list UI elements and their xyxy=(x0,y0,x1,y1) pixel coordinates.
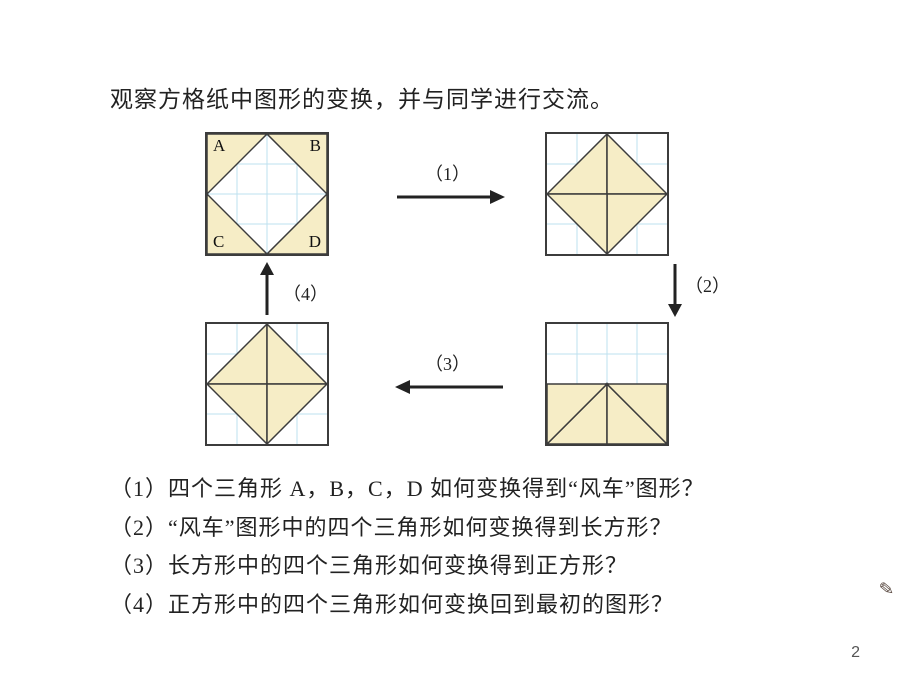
question-4: （4）正方形中的四个三角形如何变换回到最初的图形？ xyxy=(110,586,840,625)
question-1: （1）四个三角形 A，B，C，D 如何变换得到“风车”图形？ xyxy=(110,470,840,509)
question-3: （3）长方形中的四个三角形如何变换得到正方形？ xyxy=(110,547,840,586)
step-label-4: （4） xyxy=(283,280,328,306)
rectangle-shape xyxy=(547,324,667,444)
label-A: A xyxy=(213,136,225,156)
grid-bottom-left xyxy=(205,322,329,446)
label-D: D xyxy=(309,232,321,252)
label-B: B xyxy=(310,136,321,156)
step-label-2: （2） xyxy=(685,272,730,298)
grid-bottom-right xyxy=(545,322,669,446)
grid-top-left: A B C D xyxy=(205,132,329,256)
question-2: （2）“风车”图形中的四个三角形如何变换得到长方形？ xyxy=(110,509,840,548)
label-C: C xyxy=(213,232,224,252)
square-shape xyxy=(207,324,327,444)
arrow-down-2 xyxy=(665,262,685,317)
question-list: （1）四个三角形 A，B，C，D 如何变换得到“风车”图形？ （2）“风车”图形… xyxy=(110,470,840,624)
page-number: 2 xyxy=(851,644,860,662)
step-label-3: （3） xyxy=(425,350,470,376)
step-label-1: （1） xyxy=(425,160,470,186)
arrow-right-1 xyxy=(395,187,505,207)
intro-text: 观察方格纸中图形的变换，并与同学进行交流。 xyxy=(110,80,840,114)
page: 观察方格纸中图形的变换，并与同学进行交流。 A B C D xyxy=(0,0,920,690)
decorative-mark: ✎ xyxy=(878,578,895,600)
windmill xyxy=(547,134,667,254)
figure-area: A B C D xyxy=(125,132,825,452)
arrow-left-3 xyxy=(395,377,505,397)
grid-top-right xyxy=(545,132,669,256)
arrow-up-4 xyxy=(257,262,277,317)
